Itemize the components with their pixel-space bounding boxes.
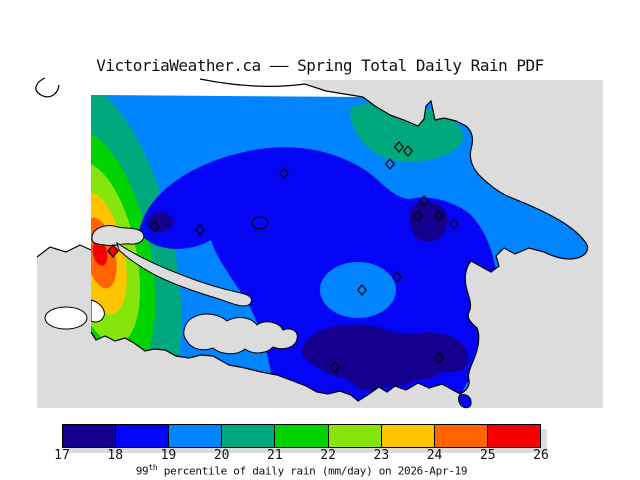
station-diamond (433, 352, 445, 364)
colorbar-segment (169, 425, 223, 447)
station-diamond (402, 145, 414, 157)
colorbar-tick-label: 23 (373, 448, 390, 463)
colorbar-segment (222, 425, 276, 447)
harbour-basin (91, 225, 145, 247)
colorbar-tick-label: 25 (479, 448, 496, 463)
station-diamond (391, 271, 403, 283)
colorbar-tick-label: 19 (160, 448, 177, 463)
colorbar-tick-label: 22 (320, 448, 336, 463)
colorbar (62, 424, 541, 448)
station-diamond (194, 224, 206, 236)
colorbar-tick-label: 17 (54, 448, 70, 463)
harbour-channel (116, 241, 253, 307)
contour-layers (91, 95, 498, 401)
station-diamond (393, 141, 405, 153)
caption-base: 99 (135, 464, 149, 478)
station-diamond (412, 210, 424, 222)
station-diamond (448, 218, 460, 230)
colorbar-segment (328, 425, 382, 447)
page-title: VictoriaWeather.ca —— Spring Total Daily… (96, 56, 544, 75)
coastline (90, 96, 589, 402)
colorbar-segment (434, 425, 488, 447)
lagoon (91, 299, 105, 323)
station-diamond (149, 221, 161, 233)
ocean-region (37, 80, 363, 257)
colorbar-segment (381, 425, 435, 447)
contour-line-small (251, 216, 269, 230)
colorbar-segment (487, 425, 540, 447)
contour-fill-17-18-east (409, 201, 448, 242)
station-diamond (278, 167, 290, 179)
coastline-north (199, 78, 364, 98)
station-diamond (356, 284, 368, 296)
islet (458, 394, 472, 409)
caption-rest: percentile of daily rain (mm/day) on 202… (157, 464, 468, 478)
station-diamond (433, 210, 445, 222)
contour-fill-25-26 (92, 240, 108, 266)
station-diamond (107, 244, 119, 258)
colorbar-tick-label: 26 (533, 448, 549, 463)
station-diamond (418, 195, 430, 207)
station-diamond (329, 361, 341, 373)
station-markers (107, 141, 460, 373)
lake (44, 306, 88, 330)
harbour-lobes (183, 313, 298, 355)
colorbar-segments (62, 424, 541, 448)
colorbar-caption: 99th percentile of daily rain (mm/day) o… (62, 463, 541, 478)
contour-fill-17-18-west (147, 212, 173, 232)
colorbar-ticks: 17 18 19 20 21 22 23 24 25 26 (54, 448, 549, 463)
contour-fill-17-18-south (302, 324, 469, 391)
colorbar-segment (63, 425, 117, 447)
colorbar-segment (275, 425, 329, 447)
caption-superscript: th (148, 463, 158, 472)
colorbar-tick-label: 18 (107, 448, 124, 463)
station-diamond (384, 158, 396, 170)
colorbar-tick-label: 21 (267, 448, 283, 463)
colorbar-tick-label: 20 (213, 448, 230, 463)
coastline-northwest-arc (35, 77, 60, 98)
coastline-west-land (36, 244, 92, 258)
colorbar-segment (116, 425, 170, 447)
rain-contour-map (35, 77, 603, 409)
colorbar-tick-label: 24 (426, 448, 443, 463)
